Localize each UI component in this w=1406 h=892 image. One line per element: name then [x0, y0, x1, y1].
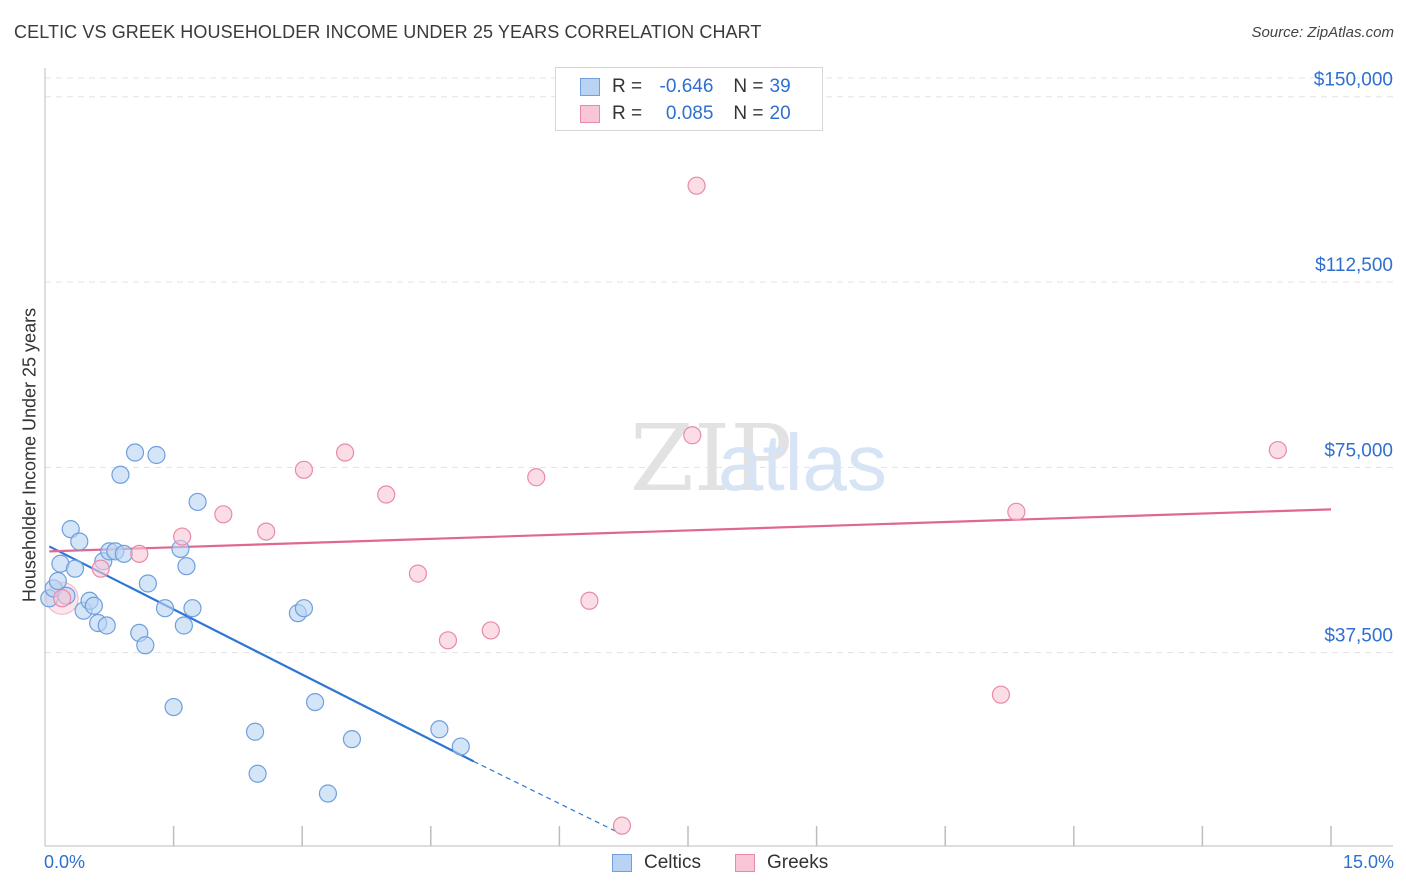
data-point-celtics	[248, 764, 267, 783]
data-point-greeks	[377, 485, 396, 504]
y-tick-label: $75,000	[1324, 440, 1393, 461]
data-point-celtics	[111, 465, 130, 484]
legend-row-celtics: R = -0.646 N = 39	[580, 75, 791, 99]
legend-label-greeks: Greeks	[767, 852, 829, 873]
data-point-celtics	[318, 784, 338, 803]
data-point-greeks	[438, 631, 458, 650]
x-tick-label-max: 15.0%	[1342, 852, 1394, 872]
data-point-celtics	[164, 697, 183, 717]
data-point-celtics	[61, 520, 80, 539]
legend-n-value: 39	[769, 76, 791, 97]
legend-n-label: N =	[733, 103, 764, 124]
data-point-greeks	[580, 591, 599, 610]
legend-swatch-greeks	[580, 105, 600, 123]
data-point-celtics	[84, 596, 103, 615]
data-point-greeks	[408, 564, 428, 583]
legend-swatch-celtics	[580, 78, 600, 96]
data-point-celtics	[451, 737, 470, 756]
legend-item-celtics[interactable]: Celtics	[612, 852, 701, 874]
data-point-celtics	[305, 692, 325, 712]
data-point-greeks	[335, 443, 355, 462]
data-point-celtics	[188, 492, 207, 512]
legend-n-value: 20	[769, 103, 791, 124]
data-point-greeks	[294, 460, 314, 479]
data-point-celtics	[147, 445, 166, 465]
x-tick-label-min: 0.0%	[44, 852, 86, 872]
data-point-celtics	[65, 559, 85, 578]
series-legend: Celtics Greeks	[0, 852, 1406, 876]
data-point-greeks	[683, 426, 702, 445]
legend-label-celtics: Celtics	[644, 852, 702, 873]
data-point-celtics	[138, 574, 157, 593]
trendline-celtics	[48, 545, 475, 763]
legend-r-value: 0.085	[665, 103, 714, 124]
data-point-greeks	[214, 505, 233, 524]
legend-swatch-celtics	[612, 854, 632, 872]
y-axis-label: Householder Income Under 25 years	[19, 307, 40, 603]
data-point-celtics	[245, 722, 265, 741]
y-tick-label: $37,500	[1324, 626, 1393, 647]
data-point-greeks	[1268, 440, 1287, 460]
data-point-celtics	[114, 544, 133, 563]
data-point-greeks	[1007, 502, 1026, 521]
y-tick-label: $112,500	[1315, 255, 1393, 276]
data-point-celtics	[48, 571, 67, 591]
chart-title: CELTIC VS GREEK HOUSEHOLDER INCOME UNDER…	[14, 22, 762, 42]
data-point-greeks	[173, 527, 192, 546]
data-point-greeks	[687, 176, 706, 195]
y-tick-label: $150,000	[1314, 70, 1393, 91]
data-point-greeks	[991, 685, 1011, 704]
data-point-greeks	[53, 589, 72, 608]
data-point-celtics	[430, 720, 449, 739]
legend-item-greeks[interactable]: Greeks	[735, 852, 828, 874]
watermark-atlas: atlas	[718, 418, 887, 507]
legend-r-label: R =	[612, 103, 643, 124]
data-point-celtics	[136, 636, 155, 655]
data-point-celtics	[183, 599, 202, 618]
data-point-greeks	[481, 621, 500, 640]
data-point-greeks	[612, 816, 632, 835]
legend-r-label: R =	[612, 76, 643, 97]
data-point-celtics	[155, 599, 175, 618]
data-point-celtics	[97, 616, 116, 635]
data-point-celtics	[342, 730, 362, 749]
data-point-greeks	[257, 522, 276, 541]
source-label: Source: ZipAtlas.com	[1251, 24, 1394, 41]
legend-swatch-greeks	[735, 854, 755, 872]
data-point-celtics	[174, 616, 193, 635]
data-point-greeks	[91, 559, 110, 578]
data-point-greeks	[130, 544, 149, 563]
stats-legend: R = -0.646 N = 39 R = 0.085 N = 20	[555, 67, 823, 131]
data-point-greeks	[527, 468, 546, 487]
trendline-greeks	[49, 508, 1332, 553]
data-point-celtics	[177, 557, 196, 576]
data-point-celtics	[70, 532, 89, 551]
legend-row-greeks: R = 0.085 N = 20	[580, 102, 791, 126]
legend-r-value: -0.646	[659, 76, 714, 97]
data-point-celtics	[125, 443, 145, 462]
watermark-zip: ZIP	[630, 405, 792, 512]
trendline-extension-celtics	[473, 760, 620, 834]
legend-n-label: N =	[733, 76, 764, 97]
data-point-celtics	[294, 599, 314, 618]
